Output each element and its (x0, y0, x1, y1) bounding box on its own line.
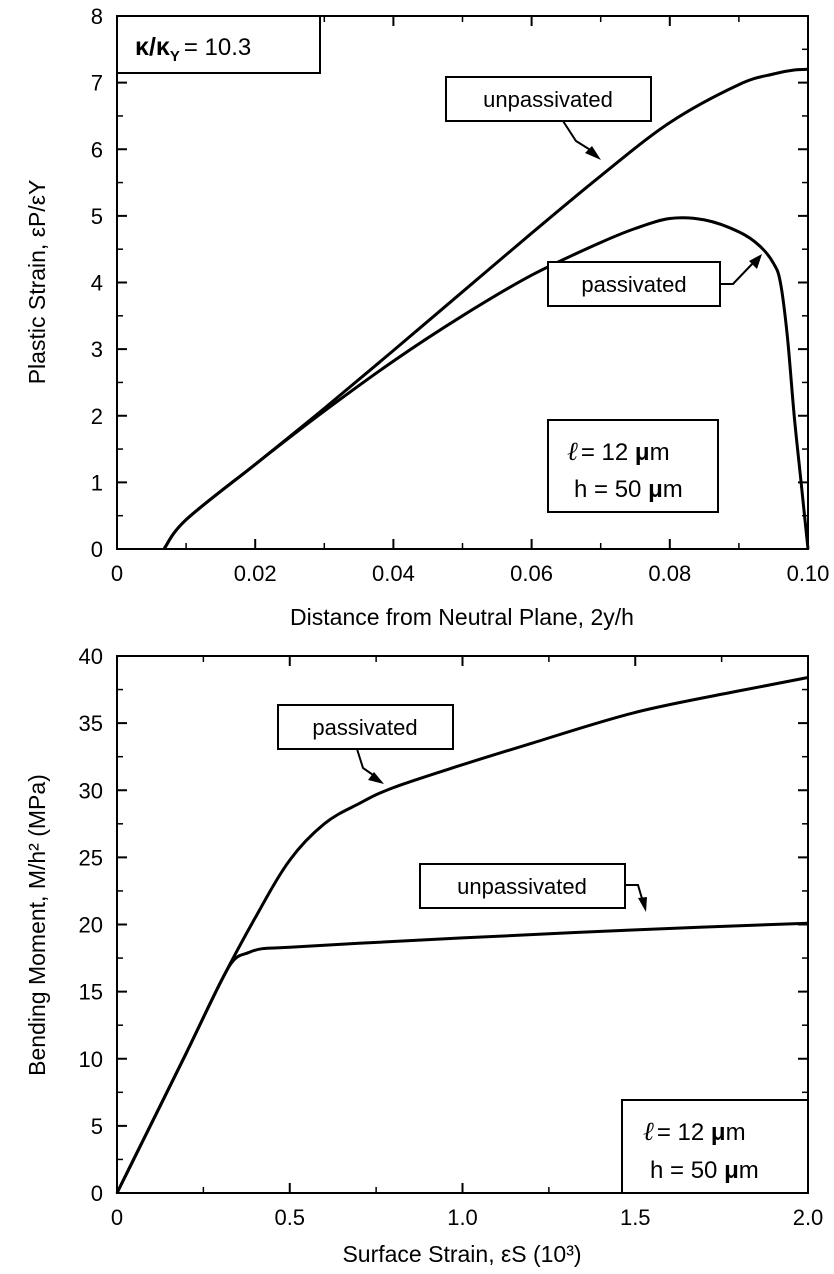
y-tick-label: 15 (79, 980, 103, 1005)
kappa-annotation: κ/κY = 10.3 (116, 15, 321, 74)
ell-symbol: ℓ (567, 437, 578, 467)
x-axis-label: Surface Strain, εS (10³) (342, 1241, 581, 1267)
y-tick-label: 6 (91, 137, 103, 162)
series-name: passivated (312, 715, 417, 740)
label-unpassivated: unpassivated (445, 76, 652, 160)
ell-value: = 12 (581, 439, 635, 466)
params-annotation: ℓ = 12 μm h = 50 μm (547, 419, 719, 513)
svg-text:h = 50 μm: h = 50 μm (574, 476, 683, 503)
mu-symbol: μ (711, 1119, 726, 1146)
svg-text:h = 50 μm: h = 50 μm (650, 1157, 759, 1184)
y-tick-label: 30 (79, 778, 103, 803)
x-tick-label: 0.06 (510, 561, 553, 586)
y-tick-label: 5 (91, 1114, 103, 1139)
label-unpassivated: unpassivated (419, 863, 647, 912)
series-lines (162, 67, 810, 550)
series-lines (115, 676, 809, 1194)
series-name: passivated (581, 272, 686, 297)
mu-symbol: μ (635, 439, 650, 466)
mu-symbol: μ (648, 476, 663, 503)
series-name: unpassivated (483, 87, 613, 112)
h-value: h = 50 (574, 476, 648, 503)
svg-text:κ/κY= 10.3: κ/κY = 10.3 (135, 33, 251, 65)
x-tick-label: 2.0 (793, 1205, 824, 1230)
y-tick-label: 10 (79, 1047, 103, 1072)
y-tick-label: 5 (91, 204, 103, 229)
plastic-strain-chart: 0 0.02 0.04 0.06 0.08 0.10 0 1 2 3 4 5 6 7 8 Distance… (24, 4, 829, 630)
y-tick-label: 4 (91, 271, 103, 296)
x-tick-label: 0.5 (274, 1205, 305, 1230)
x-tick-label: 0.04 (372, 561, 415, 586)
y-ticks: 0 1 2 3 4 5 6 7 8 (91, 4, 808, 562)
x-tick-label: 1.5 (620, 1205, 651, 1230)
params-annotation: ℓ = 12 μm h = 50 μm (621, 1099, 809, 1194)
y-tick-label: 0 (91, 537, 103, 562)
h-value: h = 50 (650, 1157, 724, 1184)
label-passivated: passivated (547, 254, 762, 307)
y-tick-label: 40 (79, 644, 103, 669)
series-line-passivated (162, 216, 810, 550)
y-tick-label: 35 (79, 711, 103, 736)
kappa-sub: Y (170, 48, 180, 65)
bending-moment-chart: 0 0.5 1.0 1.5 2.0 0 5 10 15 20 25 30 35 40 Surface S… (24, 644, 823, 1267)
y-tick-label: 3 (91, 337, 103, 362)
x-tick-label: 0.02 (234, 561, 277, 586)
mu-symbol: μ (724, 1157, 739, 1184)
x-tick-label: 1.0 (447, 1205, 478, 1230)
unit-m: m (726, 1119, 746, 1146)
y-tick-label: 8 (91, 4, 103, 29)
series-line-unpassivated (115, 921, 809, 1194)
series-name: unpassivated (457, 874, 587, 899)
x-tick-label: 0.10 (787, 561, 830, 586)
svg-text:ℓ= 12 μm: ℓ = 12 μm (567, 437, 670, 467)
y-tick-label: 25 (79, 845, 103, 870)
kappa-value: = 10.3 (184, 34, 251, 61)
y-axis-label: Plastic Strain, εP/εY (24, 180, 50, 385)
svg-text:ℓ= 12 μm: ℓ = 12 μm (643, 1117, 746, 1147)
y-tick-label: 7 (91, 71, 103, 96)
y-tick-label: 1 (91, 470, 103, 495)
kappa-ratio: κ/κ (135, 33, 170, 61)
y-tick-label: 2 (91, 404, 103, 429)
ell-value: = 12 (657, 1119, 711, 1146)
unit-m: m (739, 1157, 759, 1184)
y-tick-label: 20 (79, 913, 103, 938)
x-ticks: 0 0.02 0.04 0.06 0.08 0.10 (111, 16, 830, 586)
y-axis-label: Bending Moment, M/h² (MPa) (24, 774, 50, 1076)
x-tick-label: 0 (111, 561, 123, 586)
unit-m: m (663, 476, 683, 503)
x-axis-label: Distance from Neutral Plane, 2y/h (290, 604, 634, 630)
x-tick-label: 0 (111, 1205, 123, 1230)
label-passivated: passivated (277, 704, 454, 784)
y-tick-label: 0 (91, 1181, 103, 1206)
unit-m: m (650, 439, 670, 466)
x-tick-label: 0.08 (648, 561, 691, 586)
ell-symbol: ℓ (643, 1117, 654, 1147)
